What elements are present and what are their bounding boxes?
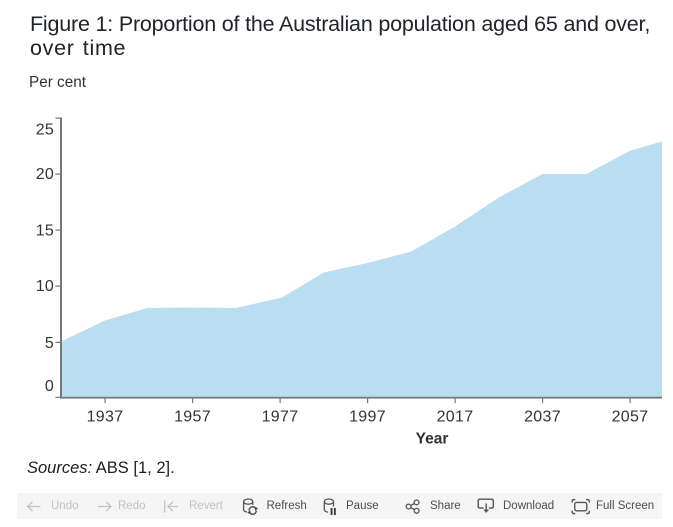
svg-text:1937: 1937	[87, 409, 124, 426]
svg-text:1977: 1977	[262, 409, 299, 426]
svg-text:2057: 2057	[612, 409, 649, 426]
svg-text:2037: 2037	[524, 409, 561, 426]
svg-text:10: 10	[36, 278, 54, 295]
svg-text:2017: 2017	[437, 409, 474, 426]
svg-text:20: 20	[36, 166, 54, 183]
svg-text:5: 5	[45, 335, 54, 352]
svg-text:15: 15	[36, 223, 54, 240]
svg-text:25: 25	[36, 122, 54, 139]
svg-text:1957: 1957	[174, 409, 211, 426]
svg-text:0: 0	[45, 378, 54, 395]
svg-text:1997: 1997	[349, 409, 386, 426]
svg-text:Year: Year	[416, 430, 449, 447]
